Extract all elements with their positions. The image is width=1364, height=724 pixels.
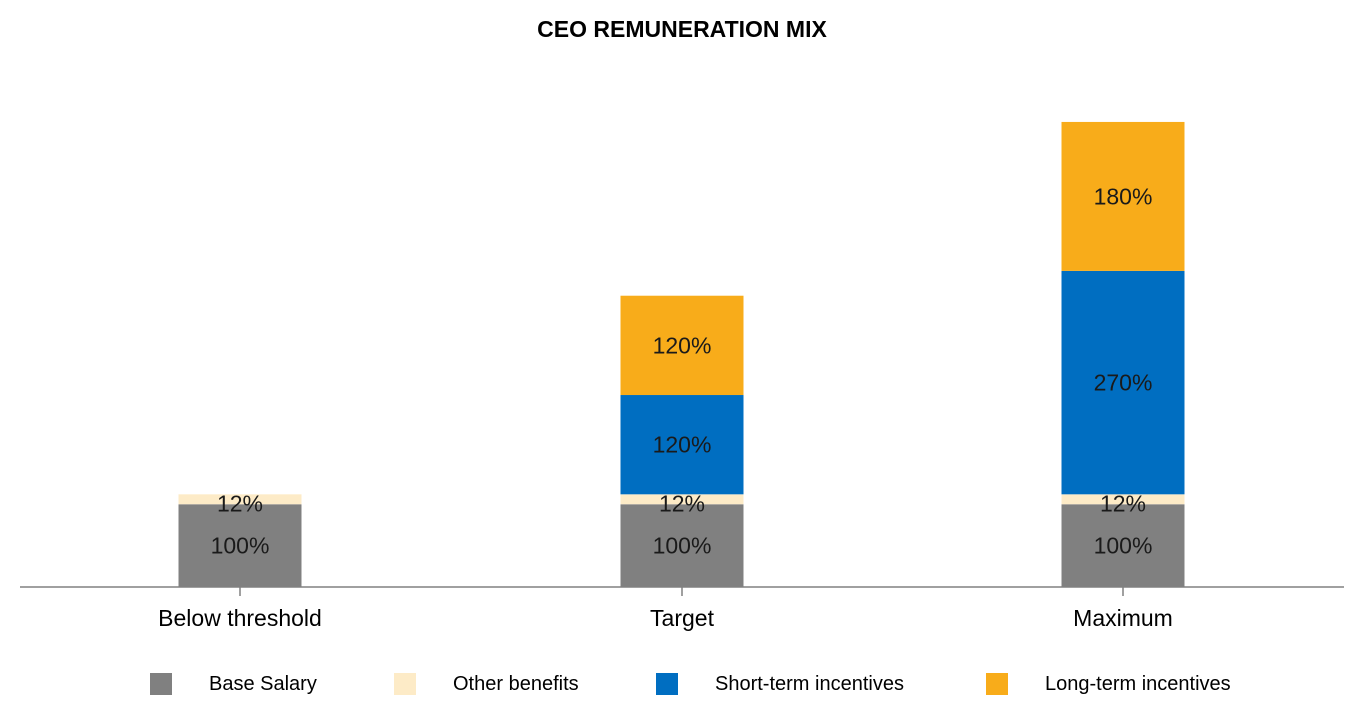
- stacked-bar-chart: 100% 12% Below threshold 100% 12% 120% 120% Tar…: [20, 121, 1344, 631]
- legend-swatch-base-salary: [150, 673, 172, 695]
- x-tick-label-target: Target: [650, 605, 715, 631]
- data-label-other-benefits-maximum: 12%: [1100, 490, 1146, 516]
- data-label-base-salary-target: 100%: [653, 533, 712, 559]
- data-label-base-salary-maximum: 100%: [1094, 533, 1153, 559]
- x-tick-label-maximum: Maximum: [1073, 605, 1173, 631]
- chart-title: CEO REMUNERATION MIX: [537, 16, 827, 42]
- legend-label-long-term-incentives: Long-term incentives: [1045, 672, 1231, 695]
- legend-swatch-other-benefits: [394, 673, 416, 695]
- data-label-long-term-incentives-target: 120%: [653, 332, 712, 358]
- data-label-long-term-incentives-maximum: 180%: [1094, 183, 1153, 209]
- bar-other-benefits-below-threshold: [178, 494, 302, 505]
- bar-long-term-incentives-maximum: [1061, 121, 1185, 271]
- bar-other-benefits-target: [620, 494, 744, 505]
- bar-base-salary-target: [620, 504, 744, 587]
- chart-legend: Base Salary Other benefits Short-term ince…: [0, 672, 1364, 702]
- bar-short-term-incentives-target: [620, 395, 744, 495]
- data-label-other-benefits-target: 12%: [659, 490, 705, 516]
- legend-swatch-long-term-incentives: [986, 673, 1008, 695]
- legend-item-long-term-incentives: Long-term incentives: [986, 672, 1231, 696]
- data-label-short-term-incentives-maximum: 270%: [1094, 370, 1153, 396]
- bar-long-term-incentives-target: [620, 295, 744, 396]
- legend-label-other-benefits: Other benefits: [453, 672, 579, 695]
- x-tick-label-below-threshold: Below threshold: [158, 605, 322, 631]
- legend-item-short-term-incentives: Short-term incentives: [656, 672, 904, 696]
- legend-item-base-salary: Base Salary: [150, 672, 317, 696]
- bar-base-salary-below-threshold: [178, 504, 302, 587]
- bar-other-benefits-maximum: [1061, 494, 1185, 505]
- legend-label-short-term-incentives: Short-term incentives: [715, 672, 904, 695]
- legend-swatch-short-term-incentives: [656, 673, 678, 695]
- bar-short-term-incentives-maximum: [1061, 270, 1185, 495]
- data-label-base-salary-below-threshold: 100%: [211, 533, 270, 559]
- legend-label-base-salary: Base Salary: [209, 672, 317, 695]
- legend-item-other-benefits: Other benefits: [394, 672, 579, 696]
- data-label-other-benefits-below-threshold: 12%: [217, 490, 263, 516]
- bar-base-salary-maximum: [1061, 504, 1185, 587]
- data-label-short-term-incentives-target: 120%: [653, 432, 712, 458]
